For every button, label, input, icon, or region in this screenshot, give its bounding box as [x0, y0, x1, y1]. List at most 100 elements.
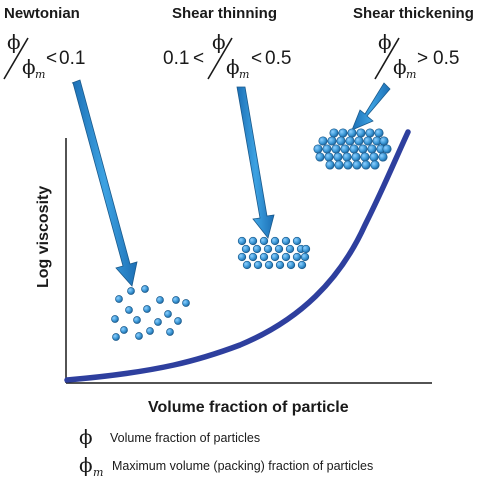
particle	[352, 160, 362, 170]
particle	[345, 136, 355, 146]
ratio-label: ϕ ϕ m > 0.5	[374, 30, 459, 81]
particle	[301, 244, 311, 254]
particle	[333, 152, 343, 162]
comparison-operator: <	[251, 48, 262, 69]
particle	[172, 296, 180, 304]
particle	[264, 260, 274, 270]
regime-shear-thickening: Shear thickening ϕ ϕ m > 0.5	[353, 5, 474, 81]
particle-cluster-dense	[313, 128, 392, 170]
particle	[156, 296, 164, 304]
particle-cluster-sparse	[111, 285, 190, 341]
particle	[253, 260, 263, 270]
particle	[327, 136, 337, 146]
particle	[135, 332, 143, 340]
particle	[285, 244, 295, 254]
regime-shear-thinning: Shear thinning 0.1 < ϕ ϕ m < 0.5	[163, 5, 291, 81]
particle	[363, 136, 373, 146]
particle	[334, 160, 344, 170]
particle	[369, 152, 379, 162]
ratio-label: ϕ ϕ m < 0.1	[3, 30, 85, 81]
comparison-operator: >	[417, 48, 428, 69]
particle	[292, 236, 302, 246]
particle	[374, 128, 384, 138]
particle	[154, 318, 162, 326]
particle	[351, 152, 361, 162]
particle	[336, 136, 346, 146]
axes: Log viscosity Volume fraction of particl…	[35, 138, 432, 416]
lower-bound-value: 0.1	[163, 48, 189, 69]
particle	[367, 144, 377, 154]
particle	[370, 160, 380, 170]
phi-numerator: ϕ	[378, 30, 392, 54]
particle	[343, 160, 353, 170]
particle	[379, 136, 389, 146]
regime-newtonian: Newtonian ϕ ϕ m < 0.1	[3, 5, 85, 81]
particle	[313, 144, 323, 154]
particle	[237, 252, 247, 262]
particle	[281, 252, 291, 262]
phi-subscript: m	[406, 68, 416, 81]
particle	[182, 299, 190, 307]
particle	[259, 236, 269, 246]
ratio-label: 0.1 < ϕ ϕ m < 0.5	[163, 30, 291, 81]
particle-cluster-medium	[237, 236, 311, 270]
phi-subscript: m	[239, 68, 249, 81]
particle	[297, 260, 307, 270]
particle	[164, 310, 172, 318]
legend-item-phi-m: ϕ m Maximum volume (packing) fraction of…	[79, 453, 373, 479]
fraction-slash	[207, 37, 233, 80]
particle	[275, 260, 285, 270]
particle	[127, 287, 135, 295]
particle	[325, 160, 335, 170]
particle	[242, 260, 252, 270]
particle	[365, 128, 375, 138]
particle	[322, 144, 332, 154]
particle	[111, 315, 119, 323]
particle	[342, 152, 352, 162]
threshold-value: 0.1	[59, 48, 85, 69]
particle	[141, 285, 149, 293]
comparison-operator: <	[46, 48, 57, 69]
particle	[237, 236, 247, 246]
particle	[115, 295, 123, 303]
fraction-slash	[374, 37, 400, 80]
legend-text: Volume fraction of particles	[110, 431, 260, 445]
fraction-slash	[3, 37, 29, 80]
particle	[270, 252, 280, 262]
comparison-operator: <	[193, 48, 204, 69]
legend-symbol: ϕ	[79, 425, 93, 449]
particle	[274, 244, 284, 254]
arrow-shear-thinning	[236, 86, 275, 239]
phi-numerator: ϕ	[7, 30, 21, 54]
particle	[259, 252, 269, 262]
particle	[329, 128, 339, 138]
particle	[120, 326, 128, 334]
particle	[112, 333, 120, 341]
particle	[354, 136, 364, 146]
regime-title: Newtonian	[4, 5, 80, 22]
legend-symbol: ϕ	[79, 453, 93, 477]
threshold-value: 0.5	[265, 48, 291, 69]
particle	[358, 144, 368, 154]
y-axis-label: Log viscosity	[35, 186, 52, 288]
particle	[166, 328, 174, 336]
arrow-shear-thickening	[351, 82, 391, 131]
arrow-newtonian	[71, 79, 138, 287]
particle	[292, 252, 302, 262]
particle	[315, 152, 325, 162]
particle	[252, 244, 262, 254]
particle	[241, 244, 251, 254]
particle	[378, 152, 388, 162]
particle	[331, 144, 341, 154]
legend-subscript: m	[93, 466, 103, 479]
particle	[360, 152, 370, 162]
particle	[248, 252, 258, 262]
particle	[361, 160, 371, 170]
threshold-value: 0.5	[433, 48, 459, 69]
particle	[338, 128, 348, 138]
particle	[270, 236, 280, 246]
particle	[318, 136, 328, 146]
particle	[382, 144, 392, 154]
particle	[143, 305, 151, 313]
